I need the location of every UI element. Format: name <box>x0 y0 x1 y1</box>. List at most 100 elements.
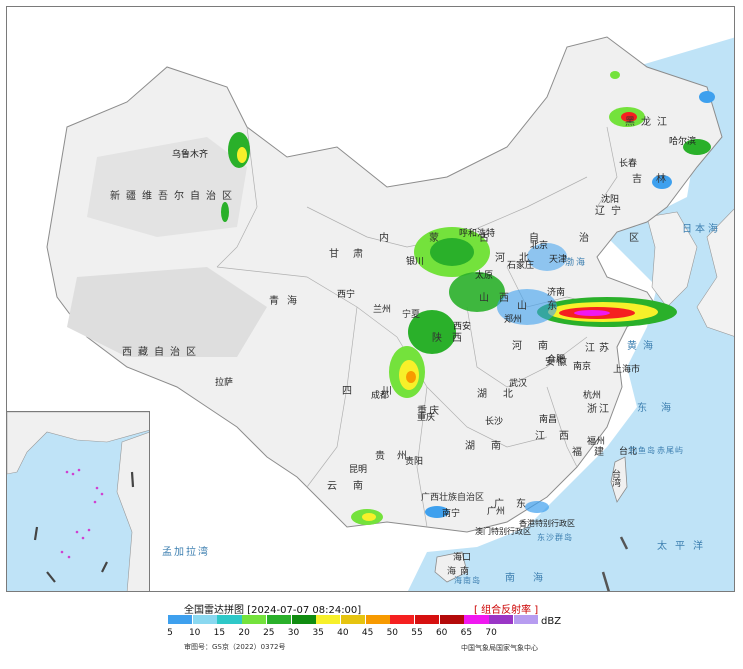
south-china-sea-inset <box>7 411 150 591</box>
city-lanzhou: 兰州 <box>373 305 392 315</box>
city-lhasa: 拉萨 <box>215 378 234 388</box>
region-liaoning: 辽宁 <box>595 206 627 217</box>
legend-color-3 <box>242 615 267 624</box>
japan-land <box>696 208 734 337</box>
tarim-terrain <box>87 137 247 237</box>
region-hongkong: 香港特别行政区 <box>519 519 575 528</box>
legend-color-12 <box>464 615 489 624</box>
tibet-terrain <box>67 267 267 357</box>
region-fujian: 福建 <box>572 447 616 458</box>
legend-tick-65: 65 <box>460 628 473 638</box>
city-kunming: 昆明 <box>349 465 368 475</box>
region-xizang: 西藏自治区 <box>122 347 202 358</box>
island-chiwei: 赤尾屿 <box>657 446 684 455</box>
sea-donghai: 东海 <box>637 403 685 414</box>
legend-color-0 <box>168 615 193 624</box>
city-nanchang: 南昌 <box>539 415 558 425</box>
region-guangdong: 广东 <box>494 499 538 510</box>
korea-land <box>646 211 698 308</box>
legend-unit: dBZ <box>541 616 562 627</box>
legend-tick-50: 50 <box>386 628 399 638</box>
region-yunnan: 云南 <box>327 481 379 492</box>
city-haikou: 海口 <box>453 553 472 563</box>
region-chongqing: 重庆 <box>417 406 441 417</box>
legend-color-14 <box>513 615 538 624</box>
region-hunan: 湖南 <box>465 441 517 452</box>
region-hubei: 湖北 <box>477 389 529 400</box>
sea-bohai: 渤海 <box>565 258 588 268</box>
region-sichuan: 四川 <box>342 386 422 397</box>
region-neimenggu: 内蒙古自治区 <box>379 233 679 244</box>
map-canvas <box>7 7 734 591</box>
island-diaoyu: 钓鱼岛 <box>629 446 656 455</box>
city-zhengzhou: 郑州 <box>504 315 523 325</box>
city-chongqing: 重庆 <box>417 413 436 423</box>
region-ningxia: 宁夏 <box>402 310 421 320</box>
legend-tick-10: 10 <box>188 628 201 638</box>
city-nanjing: 南京 <box>573 362 592 372</box>
legend-title: 全国雷达拼图 [2024-07-07 08:24:00] <box>184 605 362 616</box>
region-jiangsu: 江苏 <box>585 343 613 354</box>
legend-tick-20: 20 <box>238 628 250 638</box>
region-zhejiang: 浙江 <box>587 404 611 415</box>
city-taipei: 台北 <box>619 447 638 457</box>
region-shaanxi: 陕西 <box>432 333 472 344</box>
legend-tick-70: 70 <box>485 628 497 638</box>
city-shijiazhuang: 石家庄 <box>507 261 535 271</box>
region-qinghai: 青海 <box>269 296 305 307</box>
legend-color-11 <box>439 615 464 624</box>
legend-tick-45: 45 <box>361 628 374 638</box>
legend-color-9 <box>390 615 415 624</box>
legend-color-1 <box>192 615 217 624</box>
city-changchun: 长春 <box>619 159 638 169</box>
sea-japan: 日本海 <box>682 224 721 235</box>
sea-bengal: 孟加拉湾 <box>162 547 210 558</box>
legend-color-7 <box>340 615 366 624</box>
region-shandong: 山东 <box>517 301 577 312</box>
region-taiwan: 台湾 <box>610 469 620 487</box>
region-macao: 澳门特别行政区 <box>475 527 531 536</box>
legend-tick-15: 15 <box>213 628 226 638</box>
legend-color-10 <box>415 615 440 624</box>
region-guizhou: 贵州 <box>375 451 419 462</box>
sea-pacific: 太平洋 <box>657 541 711 552</box>
hainan-island <box>434 551 468 583</box>
legend-tick-40: 40 <box>337 628 349 638</box>
taiwan-island <box>610 456 628 503</box>
city-chengdu: 成都 <box>371 391 390 401</box>
city-beijing: 北京 <box>530 241 549 251</box>
city-guiyang: 贵阳 <box>405 457 424 467</box>
legend-product: [ 组合反射率 ] <box>474 605 539 616</box>
region-shanxi: 山西 <box>479 293 519 304</box>
region-henan: 河南 <box>512 341 564 352</box>
city-changsha: 长沙 <box>485 417 504 427</box>
city-harbin: 哈尔滨 <box>669 137 697 147</box>
inset-canvas <box>7 412 149 591</box>
city-jinan: 济南 <box>547 288 566 298</box>
city-taiyuan: 太原 <box>475 271 494 281</box>
radar-map[interactable]: 新疆维吾尔自治区 西藏自治区 青海 甘肃 内蒙古自治区 黑龙江 吉林 辽宁 河北… <box>6 6 735 592</box>
island-hainan-label: 海南岛 <box>454 576 481 585</box>
city-xian: 西安 <box>453 322 472 332</box>
city-fuzhou: 福州 <box>587 437 606 447</box>
radar-echoes <box>221 71 715 525</box>
legend-color-2 <box>217 615 242 624</box>
sea-huanghai: 黄海 <box>627 341 659 352</box>
legend-color-6 <box>316 615 341 624</box>
city-nanning: 南宁 <box>442 509 461 519</box>
region-heilongjiang: 黑龙江 <box>625 117 673 128</box>
city-hefei: 合肥 <box>547 355 566 365</box>
city-urumqi: 乌鲁木齐 <box>172 150 209 160</box>
city-tianjin: 天津 <box>549 255 568 265</box>
legend-color-5 <box>291 615 316 624</box>
city-shanghai: 上海市 <box>613 365 641 375</box>
sea-area <box>407 37 734 591</box>
city-shenyang: 沈阳 <box>601 195 620 205</box>
city-wuhan: 武汉 <box>509 379 528 389</box>
city-guangzhou: 广州 <box>487 507 506 517</box>
legend-tick-35: 35 <box>312 628 324 638</box>
city-xining: 西宁 <box>337 290 356 300</box>
region-guangxi: 广西壮族自治区 <box>421 493 485 503</box>
legend-tick-60: 60 <box>435 628 448 638</box>
review-number: 审图号：GS京（2022）0372号 <box>184 643 286 651</box>
